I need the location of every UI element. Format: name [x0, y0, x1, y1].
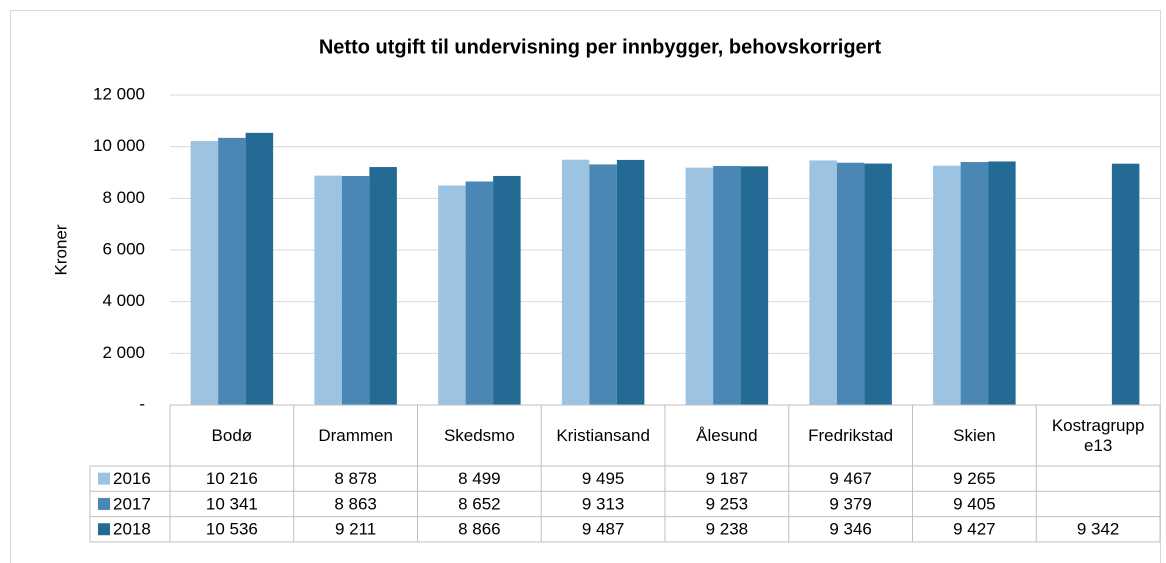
bar — [740, 166, 769, 405]
bar — [438, 185, 466, 405]
bar — [933, 165, 961, 405]
bar — [988, 161, 1016, 405]
bar — [190, 141, 219, 405]
legend-key — [98, 523, 110, 536]
category-label: Kristiansand — [556, 425, 650, 445]
data-label: 9 427 — [953, 520, 996, 539]
bar — [960, 162, 989, 405]
bar — [1111, 163, 1140, 405]
data-label: 9 379 — [829, 494, 872, 513]
data-label: 8 863 — [334, 494, 377, 513]
data-label: 9 342 — [1077, 520, 1120, 539]
chart-border — [10, 10, 1161, 563]
data-label: 10 536 — [206, 520, 258, 539]
bar — [341, 176, 370, 405]
bar — [809, 160, 837, 405]
bar — [616, 159, 645, 405]
data-label: 10 216 — [206, 469, 258, 488]
data-label: 9 253 — [706, 494, 749, 513]
bar — [864, 163, 892, 405]
bar — [685, 167, 714, 405]
data-label: 8 499 — [458, 469, 501, 488]
bar — [218, 137, 246, 406]
data-label: 8 866 — [458, 520, 501, 539]
y-tick-label: 8 000 — [102, 188, 145, 207]
data-label: 9 405 — [953, 494, 996, 513]
legend-label: 2018 — [113, 520, 151, 539]
data-label: 9 211 — [335, 520, 376, 539]
y-tick-label: 10 000 — [93, 136, 145, 155]
category-label: Bodø — [211, 425, 253, 445]
legend-label: 2017 — [113, 494, 151, 513]
data-label: 9 313 — [582, 494, 625, 513]
bar — [245, 132, 274, 405]
data-label: 9 238 — [706, 520, 749, 539]
chart-title: Netto utgift til undervisning per innbyg… — [319, 36, 882, 58]
bar — [465, 181, 494, 405]
y-tick-label: 12 000 — [93, 84, 145, 103]
category-label: Ålesund — [696, 425, 758, 445]
category-label: Kostragruppe13 — [1051, 415, 1145, 455]
y-tick-label: 2 000 — [102, 343, 145, 362]
legend-label: 2016 — [113, 469, 151, 488]
y-tick-label: 4 000 — [102, 291, 145, 310]
data-label: 9 495 — [582, 469, 625, 488]
category-label: Skien — [953, 425, 996, 445]
bar — [589, 164, 617, 405]
y-tick-label: - — [139, 394, 145, 413]
data-label: 9 346 — [829, 520, 872, 539]
data-label: 10 341 — [206, 494, 258, 513]
category-label: Fredrikstad — [808, 425, 894, 445]
bar — [836, 162, 865, 405]
y-tick-label: 6 000 — [102, 239, 145, 258]
bar — [314, 175, 342, 405]
data-label: 8 878 — [334, 469, 377, 488]
data-label: 9 187 — [706, 469, 749, 488]
data-label: 8 652 — [458, 494, 501, 513]
bar — [369, 167, 397, 405]
bar — [493, 175, 521, 405]
y-axis-label: Kroner — [51, 224, 70, 275]
data-label: 9 265 — [953, 469, 996, 488]
category-label: Drammen — [318, 425, 393, 445]
legend-key — [98, 472, 110, 485]
legend-key — [98, 497, 110, 510]
bar — [713, 165, 741, 405]
bar — [561, 159, 590, 405]
data-label: 9 487 — [582, 520, 625, 539]
data-label: 9 467 — [829, 469, 872, 488]
category-label: Skedsmo — [443, 425, 515, 445]
